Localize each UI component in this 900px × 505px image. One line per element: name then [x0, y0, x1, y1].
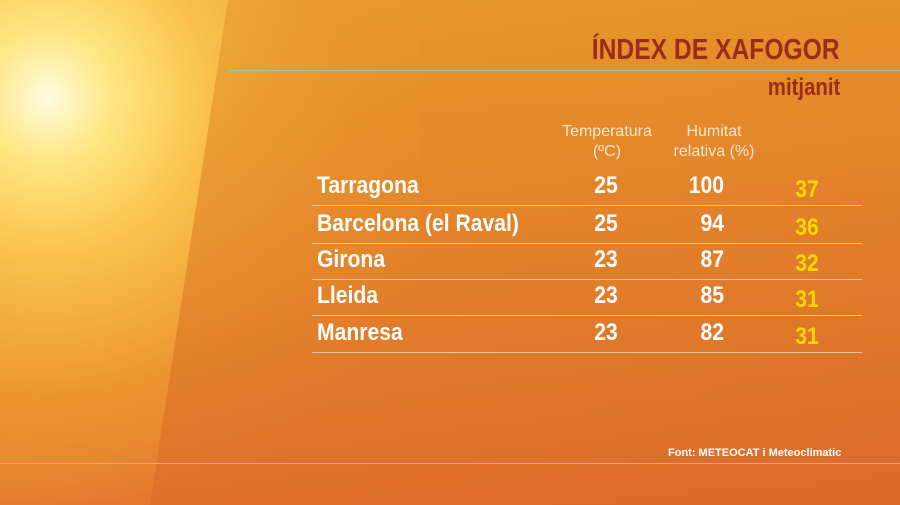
row-line: [312, 279, 862, 280]
city: Tarragona: [317, 172, 419, 199]
index: 36: [795, 214, 819, 241]
city: Manresa: [317, 319, 403, 346]
divider: [228, 70, 900, 71]
temperature: 23: [594, 246, 618, 273]
row-line: [312, 315, 862, 316]
humidity: 94: [700, 210, 724, 237]
row-line: [312, 243, 862, 244]
humidity: 82: [700, 319, 724, 346]
index: 37: [795, 176, 819, 203]
index: 31: [795, 286, 819, 313]
humidity: 87: [700, 246, 724, 273]
temperature: 25: [594, 172, 618, 199]
index: 32: [795, 250, 819, 277]
city: Girona: [317, 246, 386, 273]
city: Lleida: [317, 282, 379, 309]
source: Font: METEOCAT i Meteoclimatic: [668, 447, 842, 459]
index: 31: [795, 323, 819, 350]
column-header: Temperatura (ºC): [562, 123, 652, 160]
title: ÍNDEX DE XAFOGOR: [592, 34, 840, 66]
row-line: [312, 205, 862, 206]
humidity: 100: [688, 172, 724, 199]
temperature: 25: [594, 210, 618, 237]
column-header: Humitat relativa (%): [673, 123, 755, 160]
subtitle: mitjanit: [767, 74, 840, 101]
temperature: 23: [594, 319, 618, 346]
humidity: 85: [700, 282, 724, 309]
divider: [0, 463, 900, 464]
row-line: [312, 352, 862, 353]
temperature: 23: [594, 282, 618, 309]
city: Barcelona (el Raval): [317, 210, 519, 237]
